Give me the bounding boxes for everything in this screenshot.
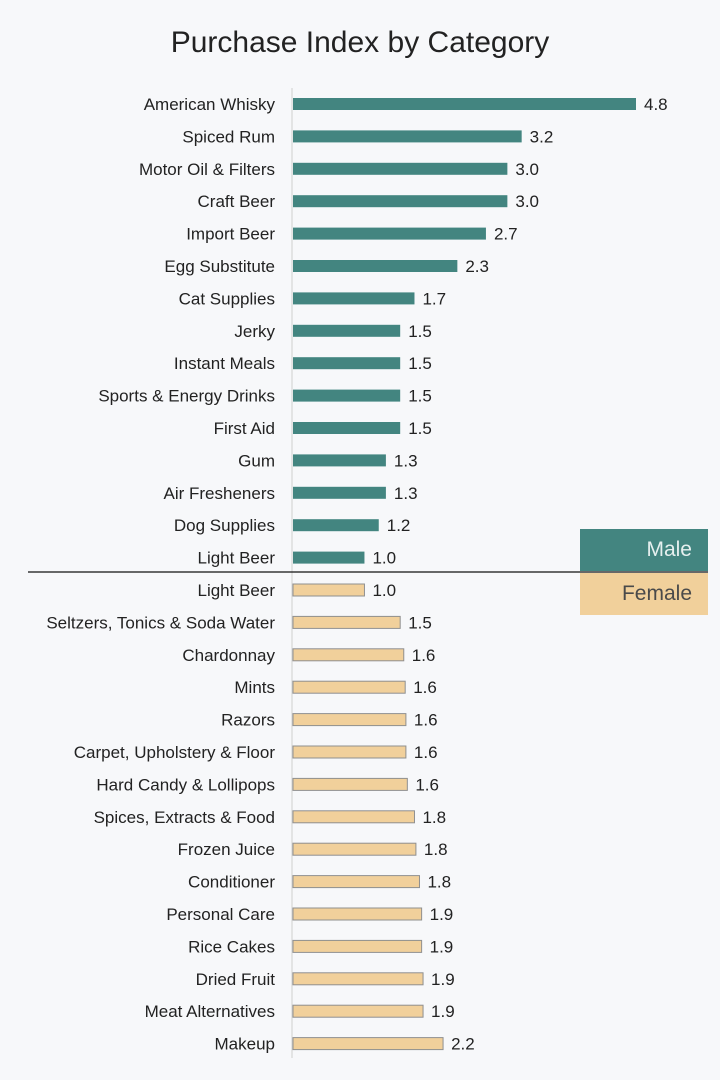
value-label-female-3: 1.6 — [413, 678, 437, 697]
value-label-male-4: 2.7 — [494, 225, 518, 244]
category-label-female-1: Seltzers, Tonics & Soda Water — [46, 613, 275, 632]
category-label-female-9: Conditioner — [188, 873, 275, 892]
value-label-male-11: 1.3 — [394, 451, 418, 470]
category-label-male-1: Spiced Rum — [182, 127, 275, 146]
bar-female-6 — [292, 777, 408, 791]
category-label-male-2: Motor Oil & Filters — [139, 160, 275, 179]
bar-female-11 — [292, 939, 423, 953]
bar-male-9 — [293, 389, 401, 402]
category-label-male-7: Jerky — [234, 322, 275, 341]
bars-layer: American Whisky 4.8 Spiced Rum 3.2 Motor Oil… — [46, 95, 667, 1054]
bar-female-3 — [292, 680, 406, 694]
bar-male-12 — [293, 486, 386, 499]
category-label-female-2: Chardonnay — [182, 646, 275, 665]
value-label-male-13: 1.2 — [387, 516, 411, 535]
bar-female-9 — [292, 875, 420, 889]
bar-female-0 — [292, 583, 365, 597]
value-label-female-13: 1.9 — [431, 1002, 455, 1021]
category-label-female-8: Frozen Juice — [178, 840, 275, 859]
legend-female-label: Female — [621, 582, 692, 605]
value-label-female-7: 1.8 — [422, 808, 446, 827]
category-label-female-10: Personal Care — [166, 905, 275, 924]
value-label-female-9: 1.8 — [427, 873, 451, 892]
value-label-female-4: 1.6 — [414, 711, 438, 730]
bar-male-10 — [293, 422, 401, 434]
category-label-male-6: Cat Supplies — [179, 289, 275, 308]
bar-female-12 — [292, 972, 424, 986]
category-label-female-4: Razors — [221, 711, 275, 730]
bar-female-14 — [292, 1037, 444, 1051]
category-label-female-13: Meat Alternatives — [145, 1002, 275, 1021]
value-label-female-14: 2.2 — [451, 1035, 475, 1054]
bar-male-14 — [293, 551, 365, 564]
value-label-female-2: 1.6 — [412, 646, 436, 665]
bar-male-0 — [293, 98, 636, 110]
value-label-female-6: 1.6 — [415, 775, 439, 794]
bar-female-7 — [292, 810, 415, 824]
value-label-male-8: 1.5 — [408, 354, 432, 373]
bar-male-3 — [293, 195, 508, 208]
bar-female-5 — [292, 745, 407, 759]
category-label-female-11: Rice Cakes — [188, 937, 275, 956]
bar-female-10 — [292, 907, 423, 921]
legend-female: Female — [580, 573, 708, 615]
value-label-male-14: 1.0 — [372, 549, 396, 568]
bar-female-4 — [292, 713, 407, 727]
category-label-female-5: Carpet, Upholstery & Floor — [74, 743, 276, 762]
value-label-female-10: 1.9 — [430, 905, 454, 924]
value-label-male-5: 2.3 — [465, 257, 489, 276]
value-label-male-1: 3.2 — [530, 127, 554, 146]
value-label-female-8: 1.8 — [424, 840, 448, 859]
category-label-female-12: Dried Fruit — [196, 970, 276, 989]
value-label-male-6: 1.7 — [422, 289, 446, 308]
category-label-male-3: Craft Beer — [198, 192, 276, 211]
category-label-male-9: Sports & Energy Drinks — [98, 387, 275, 406]
value-label-female-12: 1.9 — [431, 970, 455, 989]
category-label-male-0: American Whisky — [144, 95, 276, 114]
bar-male-8 — [293, 357, 401, 370]
category-label-male-12: Air Fresheners — [164, 484, 275, 503]
category-label-female-7: Spices, Extracts & Food — [94, 808, 275, 827]
category-label-male-14: Light Beer — [198, 549, 276, 568]
value-label-female-5: 1.6 — [414, 743, 438, 762]
category-label-male-13: Dog Supplies — [174, 516, 275, 535]
bar-male-5 — [293, 260, 458, 272]
category-label-male-4: Import Beer — [186, 225, 275, 244]
value-label-male-12: 1.3 — [394, 484, 418, 503]
category-label-male-11: Gum — [238, 451, 275, 470]
value-label-male-3: 3.0 — [515, 192, 539, 211]
bar-male-6 — [293, 292, 415, 305]
bar-male-1 — [293, 130, 522, 143]
category-label-male-8: Instant Meals — [174, 354, 275, 373]
bar-male-11 — [293, 454, 386, 467]
chart-title: Purchase Index by Category — [171, 26, 550, 59]
value-label-male-2: 3.0 — [515, 160, 539, 179]
bar-male-2 — [293, 162, 508, 175]
legend-male-label: Male — [646, 538, 692, 561]
bar-female-8 — [292, 842, 417, 856]
bar-male-7 — [293, 324, 401, 337]
bar-female-2 — [292, 648, 405, 662]
value-label-female-11: 1.9 — [430, 937, 454, 956]
value-label-male-10: 1.5 — [408, 419, 432, 438]
category-label-female-6: Hard Candy & Lollipops — [96, 775, 275, 794]
value-label-female-0: 1.0 — [372, 581, 396, 600]
value-label-female-1: 1.5 — [408, 613, 432, 632]
category-label-male-5: Egg Substitute — [164, 257, 275, 276]
bar-male-4 — [293, 227, 486, 240]
bar-female-1 — [292, 615, 401, 629]
category-label-female-3: Mints — [234, 678, 275, 697]
category-label-female-14: Makeup — [215, 1035, 275, 1054]
bar-male-13 — [293, 519, 379, 532]
value-label-male-9: 1.5 — [408, 387, 432, 406]
bar-female-13 — [292, 1004, 424, 1018]
category-label-female-0: Light Beer — [198, 581, 276, 600]
category-label-male-10: First Aid — [214, 419, 275, 438]
legend-male: Male — [580, 529, 708, 571]
value-label-male-7: 1.5 — [408, 322, 432, 341]
value-label-male-0: 4.8 — [644, 95, 668, 114]
